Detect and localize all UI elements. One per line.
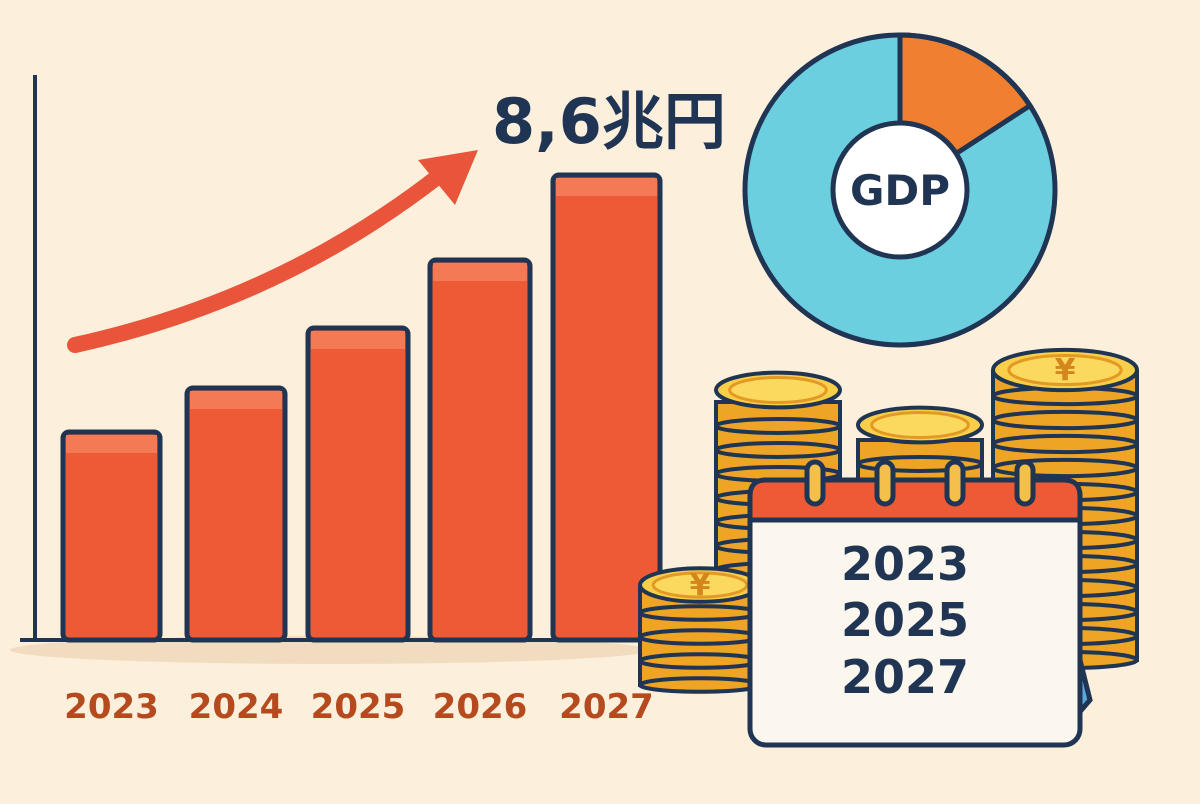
- bar-top: [190, 391, 282, 409]
- donut: GDP: [742, 32, 1058, 348]
- headline: 8,6兆円: [492, 85, 726, 158]
- bars: 2023 2024 2025 2026 2027: [60, 172, 663, 727]
- bar-top: [433, 263, 527, 281]
- coin-edge: [991, 409, 1139, 431]
- coin-edge: [638, 652, 762, 670]
- bar: [184, 385, 288, 643]
- bar-top: [311, 331, 405, 349]
- year-label: 2024: [189, 687, 284, 727]
- calendar-header: [747, 477, 1083, 523]
- year-label: 2023: [64, 687, 159, 727]
- arrow-head: [418, 150, 478, 205]
- bar-top: [556, 178, 657, 196]
- bar: [550, 172, 663, 643]
- coin-edge: [714, 441, 842, 459]
- year-label: 2027: [559, 687, 654, 727]
- ring: [804, 459, 826, 507]
- donut-hole: [830, 120, 970, 260]
- year-label: 2026: [433, 687, 528, 727]
- year-label: 2025: [311, 687, 406, 727]
- ring: [1014, 459, 1036, 507]
- ring: [874, 459, 896, 507]
- donut-outline: [742, 32, 1058, 348]
- coin-inner: [870, 411, 970, 439]
- bar: [427, 257, 533, 643]
- calendar-year: 2025: [841, 593, 969, 647]
- ring: [944, 459, 966, 507]
- coin-symbol: ¥: [1055, 353, 1076, 388]
- coin-inner: [728, 376, 828, 404]
- coin-edge: [638, 604, 762, 622]
- coin-symbol: ¥: [690, 568, 711, 603]
- calendar-year: 2027: [841, 650, 969, 704]
- coin-inner: [1007, 353, 1123, 387]
- donut-label: GDP: [850, 166, 950, 215]
- bar: [60, 429, 163, 643]
- coin-inner: [651, 571, 749, 599]
- bar: [305, 325, 411, 643]
- floor-shadow: [10, 636, 650, 664]
- coin-edge: [638, 676, 762, 694]
- coin-edge: [991, 433, 1139, 455]
- coin-edge: [714, 417, 842, 435]
- trend-arrow: [67, 167, 448, 353]
- bar-top: [66, 435, 157, 453]
- coin-edge: [638, 628, 762, 646]
- calendar-year: 2023: [841, 537, 969, 591]
